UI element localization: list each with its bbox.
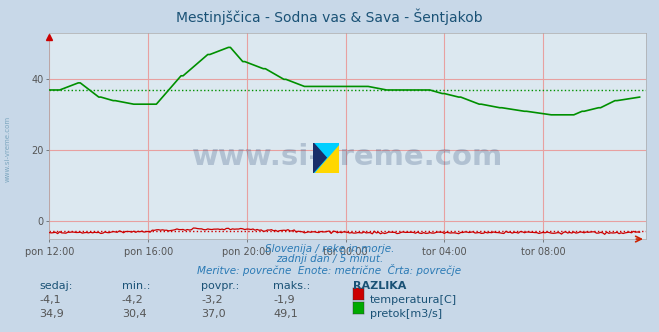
Text: maks.:: maks.: <box>273 281 311 290</box>
Text: min.:: min.: <box>122 281 150 290</box>
Text: Mestinjščica - Sodna vas & Sava - Šentjakob: Mestinjščica - Sodna vas & Sava - Šentja… <box>176 8 483 25</box>
Text: pretok[m3/s]: pretok[m3/s] <box>370 309 442 319</box>
Polygon shape <box>313 143 339 173</box>
Text: 34,9: 34,9 <box>40 309 65 319</box>
Text: www.si-vreme.com: www.si-vreme.com <box>192 143 503 171</box>
Polygon shape <box>313 143 326 173</box>
Text: zadnji dan / 5 minut.: zadnji dan / 5 minut. <box>276 254 383 264</box>
Text: www.si-vreme.com: www.si-vreme.com <box>5 116 11 183</box>
Text: RAZLIKA: RAZLIKA <box>353 281 406 290</box>
Text: Meritve: povrečne  Enote: metrične  Črta: povrečje: Meritve: povrečne Enote: metrične Črta: … <box>198 264 461 276</box>
Text: -4,2: -4,2 <box>122 295 144 305</box>
Text: sedaj:: sedaj: <box>40 281 73 290</box>
Text: temperatura[C]: temperatura[C] <box>370 295 457 305</box>
Text: -4,1: -4,1 <box>40 295 61 305</box>
Text: 30,4: 30,4 <box>122 309 146 319</box>
Text: -3,2: -3,2 <box>201 295 223 305</box>
Polygon shape <box>313 143 339 173</box>
Text: -1,9: -1,9 <box>273 295 295 305</box>
Text: Slovenija / reke in morje.: Slovenija / reke in morje. <box>265 244 394 254</box>
Text: 49,1: 49,1 <box>273 309 299 319</box>
Text: povpr.:: povpr.: <box>201 281 239 290</box>
Text: 37,0: 37,0 <box>201 309 225 319</box>
